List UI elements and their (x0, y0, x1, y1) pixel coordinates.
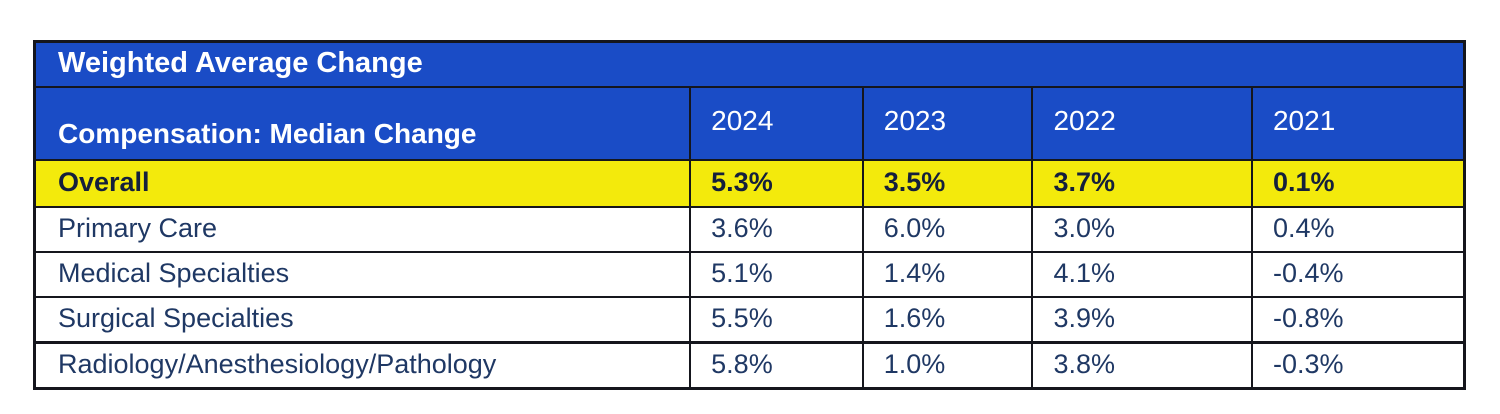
value-cell: 5.1% (689, 251, 864, 298)
year-header-2024: 2024 (689, 86, 864, 161)
table-body: Overall 5.3% 3.5% 3.7% 0.1% Primary Care 3.6% 6… (33, 159, 1466, 390)
table-row: Radiology/Anesthesiology/Pathology 5.8% 1.… (33, 341, 1466, 390)
value-cell: 5.8% (689, 341, 864, 390)
value-cell: 0.1% (1250, 159, 1466, 208)
value-cell: 1.6% (861, 296, 1034, 344)
table-title-row: Weighted Average Change (33, 40, 1466, 88)
value-cell: 0.4% (1250, 206, 1466, 253)
row-label: Primary Care (33, 206, 692, 253)
compensation-table: Weighted Average Change Compensation: Me… (33, 40, 1466, 390)
value-cell: -0.8% (1250, 296, 1466, 344)
value-cell: 4.1% (1031, 251, 1253, 298)
value-cell: -0.3% (1250, 341, 1466, 390)
value-cell: 6.0% (861, 206, 1034, 253)
row-label: Medical Specialties (33, 251, 692, 298)
row-label: Radiology/Anesthesiology/Pathology (33, 341, 692, 390)
value-cell: 5.3% (689, 159, 864, 208)
value-cell: 3.5% (861, 159, 1034, 208)
table-row: Primary Care 3.6% 6.0% 3.0% 0.4% (33, 206, 1466, 253)
value-cell: 3.8% (1031, 341, 1253, 390)
year-header-2023: 2023 (861, 86, 1034, 161)
table-subtitle: Compensation: Median Change (33, 86, 692, 161)
value-cell: 3.7% (1031, 159, 1253, 208)
value-cell: 3.6% (689, 206, 864, 253)
value-cell: 1.4% (861, 251, 1034, 298)
table-row: Surgical Specialties 5.5% 1.6% 3.9% -0.8% (33, 296, 1466, 344)
table-header-row: Compensation: Median Change 2024 2023 20… (33, 86, 1466, 161)
row-label: Surgical Specialties (33, 296, 692, 344)
value-cell: 3.0% (1031, 206, 1253, 253)
row-label: Overall (33, 159, 692, 208)
value-cell: 5.5% (689, 296, 864, 344)
year-header-2022: 2022 (1031, 86, 1253, 161)
value-cell: 1.0% (861, 341, 1034, 390)
table-row: Medical Specialties 5.1% 1.4% 4.1% -0.4% (33, 251, 1466, 298)
value-cell: -0.4% (1250, 251, 1466, 298)
overall-row: Overall 5.3% 3.5% 3.7% 0.1% (33, 159, 1466, 208)
table-title: Weighted Average Change (33, 40, 1466, 88)
year-header-2021: 2021 (1250, 86, 1466, 161)
value-cell: 3.9% (1031, 296, 1253, 344)
